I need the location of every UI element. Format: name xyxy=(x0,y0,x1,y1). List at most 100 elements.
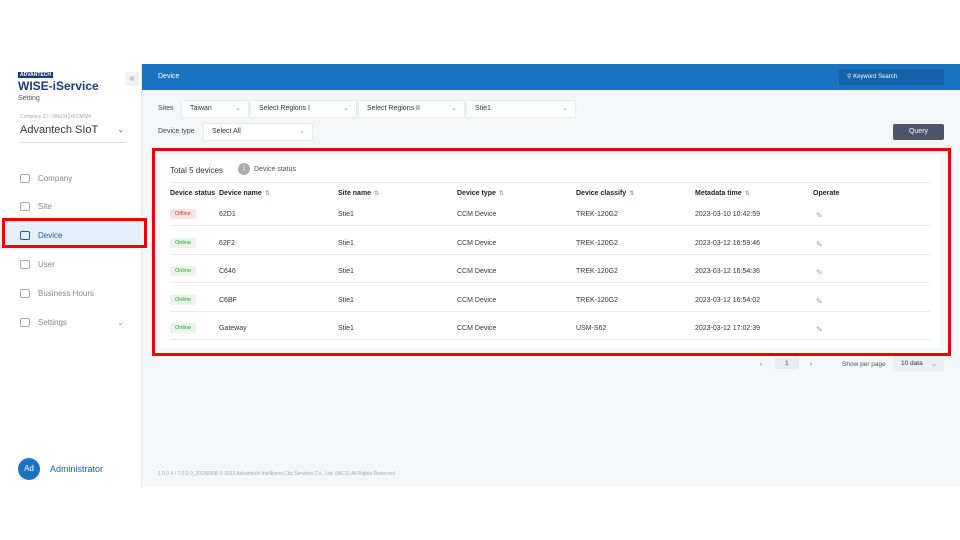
cell-site: Stie1 xyxy=(338,239,354,247)
next-page-button[interactable]: › xyxy=(810,361,813,368)
edit-icon[interactable]: ✎ xyxy=(816,211,823,220)
search-input[interactable]: ⚲ Keyword Search xyxy=(839,69,944,85)
column-label: Site name xyxy=(338,190,372,197)
cell-type: CCM Device xyxy=(457,325,497,332)
chevron-down-icon: ⌄ xyxy=(931,361,937,368)
status-badge: Online xyxy=(170,237,196,248)
page-header: Device ⚲ Keyword Search xyxy=(142,64,960,90)
column-header[interactable]: Device name ⇅ xyxy=(219,190,270,197)
cell-name: 62D1 xyxy=(219,211,236,218)
cell-classify: TREK-120G2 xyxy=(576,296,619,304)
cell-site: Stie1 xyxy=(338,211,354,218)
page-title: Device xyxy=(158,73,180,80)
user-name: Administrator xyxy=(50,464,104,474)
column-header[interactable]: Metadata time ⇅ xyxy=(695,190,750,197)
user-profile[interactable]: Ad Administrator xyxy=(18,458,103,480)
column-label: Device type xyxy=(457,190,496,197)
row-divider xyxy=(170,225,930,226)
sort-icon[interactable]: ⇅ xyxy=(498,191,504,197)
chevron-down-icon: ⌄ xyxy=(343,105,349,112)
edit-icon[interactable]: ✎ xyxy=(816,325,823,334)
region2-select[interactable]: Select Regions II ⌄ xyxy=(359,101,464,117)
column-label: Metadata time xyxy=(695,190,742,197)
column-header[interactable]: Site name ⇅ xyxy=(338,190,379,197)
info-icon[interactable]: i xyxy=(238,163,250,175)
sidebar-item-label: Business Hours xyxy=(38,288,95,298)
device-status-info: Device status xyxy=(254,166,297,173)
cell-site: Stie1 xyxy=(338,268,354,275)
column-header[interactable]: Device classify ⇅ xyxy=(576,190,634,197)
collapse-sidebar-icon[interactable]: « xyxy=(125,72,139,86)
cell-site: Stie1 xyxy=(338,296,354,304)
per-page-select[interactable]: 10 data ⌄ xyxy=(893,357,944,371)
device-type-label: Device type xyxy=(158,128,195,135)
row-divider xyxy=(170,339,930,340)
cell-time: 2023-03-12 17:02:39 xyxy=(695,325,760,332)
sidebar-item-site[interactable]: Site xyxy=(0,192,142,220)
cell-type: CCM Device xyxy=(457,211,497,218)
edit-icon[interactable]: ✎ xyxy=(816,239,823,249)
device-type-select[interactable]: Select All ⌄ xyxy=(204,124,312,140)
cell-site: Stie1 xyxy=(338,325,354,332)
app-title: WISE-iService xyxy=(18,79,99,93)
site-select[interactable]: Taiwan ⌄ xyxy=(182,101,248,117)
site-icon xyxy=(20,201,30,211)
cell-name: 62F2 xyxy=(219,239,235,247)
cell-classify: TREK-120G2 xyxy=(576,268,619,275)
column-header[interactable]: Device type ⇅ xyxy=(457,190,504,197)
status-badge: Offline xyxy=(170,209,196,219)
status-badge: Online xyxy=(170,323,196,333)
sort-icon[interactable]: ⇅ xyxy=(744,191,750,197)
edit-icon[interactable]: ✎ xyxy=(816,296,823,306)
column-label: Operate xyxy=(813,190,840,197)
chevron-down-icon: ⌄ xyxy=(117,125,124,134)
company-select[interactable]: Advantech SIoT ⌄ xyxy=(20,124,126,143)
cell-name: Gateway xyxy=(219,325,247,332)
cell-type: CCM Device xyxy=(457,268,497,275)
per-page-label: Show per page xyxy=(842,361,886,368)
total-devices: Total 5 devices xyxy=(170,166,223,175)
company-name: Advantech SIoT xyxy=(20,124,99,136)
sites-label: Sites xyxy=(158,105,174,112)
cell-name: C646 xyxy=(219,268,236,275)
app: ADVANTECH WISE-iService Setting « Compan… xyxy=(0,64,960,487)
cell-type: CCM Device xyxy=(457,296,497,304)
chevron-down-icon: ⌄ xyxy=(299,128,305,135)
query-button[interactable]: Query xyxy=(893,124,944,140)
sidebar-item-company[interactable]: Company xyxy=(0,164,142,192)
sort-icon[interactable]: ⇅ xyxy=(264,191,270,197)
cell-classify: TREK-120G2 xyxy=(576,239,619,247)
company-id: Company ID : dWa342xFCMSM xyxy=(20,114,92,120)
cell-classify: USM-S62 xyxy=(576,325,607,332)
region1-value: Select Regions I xyxy=(259,105,310,112)
page-1-button[interactable]: 1 xyxy=(775,358,799,369)
edit-icon[interactable]: ✎ xyxy=(816,268,823,277)
column-label: Device classify xyxy=(576,190,627,197)
sidebar-item-business-hours[interactable]: Business Hours xyxy=(0,279,142,307)
column-header: Device status xyxy=(170,190,215,197)
row-divider xyxy=(170,282,930,283)
site-value: Taiwan xyxy=(190,105,212,112)
region1-select[interactable]: Select Regions I ⌄ xyxy=(251,101,356,117)
sort-icon[interactable]: ⇅ xyxy=(374,191,380,197)
sidebar-item-device[interactable]: Device xyxy=(0,221,142,249)
cell-time: 2023-03-12 16:54:36 xyxy=(695,268,760,275)
chevron-down-icon: ⌄ xyxy=(451,105,457,112)
sort-icon[interactable]: ⇅ xyxy=(629,191,635,197)
footer-copyright: 1.0.0.4 / 7.0.0.0_20230308 © 2022 Advant… xyxy=(158,471,397,477)
sidebar-item-user[interactable]: User xyxy=(0,250,142,278)
chevron-down-icon: ⌄ xyxy=(235,105,241,112)
advantech-logo: ADVANTECH xyxy=(18,72,54,78)
sidebar-item-label: User xyxy=(38,259,55,269)
sidebar-item-label: Settings xyxy=(38,317,67,327)
site-name-select[interactable]: Stie1 ⌄ xyxy=(467,101,575,117)
cell-time: 2023-03-12 16:54:02 xyxy=(695,296,760,304)
prev-page-button[interactable]: ‹ xyxy=(760,361,763,368)
calendar-icon xyxy=(20,288,30,298)
column-label: Device name xyxy=(219,190,262,197)
chevron-down-icon: ⌄ xyxy=(562,105,568,112)
sidebar-item-settings[interactable]: Settings ⌄ xyxy=(0,308,142,336)
search-placeholder: Keyword Search xyxy=(853,74,898,80)
monitor-icon xyxy=(20,230,30,240)
row-divider xyxy=(170,310,930,312)
